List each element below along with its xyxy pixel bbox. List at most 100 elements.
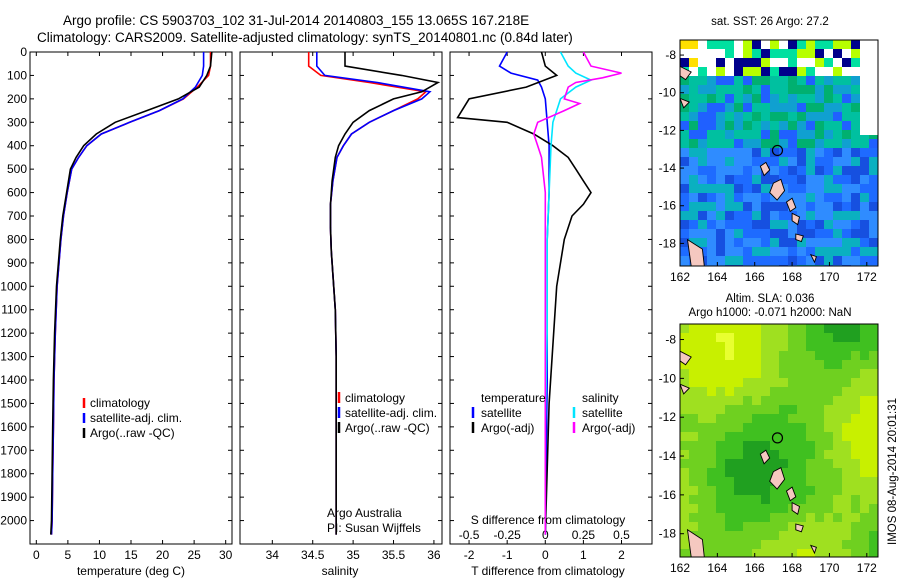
sla-cell xyxy=(707,369,716,378)
sst-cell xyxy=(716,76,725,85)
sst-cell xyxy=(707,229,716,238)
sst-cell xyxy=(689,76,698,85)
sla-cell xyxy=(788,513,797,522)
sst-cell xyxy=(725,211,734,220)
sst-cell xyxy=(698,112,707,121)
sst-cell xyxy=(770,157,779,166)
sst-cell xyxy=(734,166,743,175)
sla-cell xyxy=(797,450,806,459)
sla-cell xyxy=(779,504,788,513)
x-tick-label: 10 xyxy=(93,548,107,562)
sst-cell xyxy=(833,220,842,229)
sst-cell xyxy=(689,175,698,184)
sla-cell xyxy=(770,540,779,549)
sla-cell xyxy=(815,522,824,531)
sst-cell xyxy=(842,193,851,202)
sla-cell xyxy=(716,351,725,360)
sla-cell xyxy=(788,414,797,423)
sla-cell xyxy=(770,531,779,540)
sla-cell xyxy=(743,477,752,486)
sla-cell xyxy=(680,414,689,423)
sst-cell xyxy=(860,184,869,193)
sla-cell xyxy=(743,531,752,540)
sla-cell xyxy=(689,441,698,450)
sst-cell xyxy=(761,58,770,67)
sla-cell xyxy=(761,513,770,522)
sst-cell xyxy=(716,49,725,58)
sst-cell xyxy=(752,211,761,220)
x-tick-label: 35.5 xyxy=(382,548,406,562)
sst-cell xyxy=(743,58,752,67)
sla-island xyxy=(795,523,804,533)
sla-cell xyxy=(806,414,815,423)
sla-cell xyxy=(698,342,707,351)
sst-cell xyxy=(761,211,770,220)
sla-cell xyxy=(842,540,851,549)
sla-cell xyxy=(806,396,815,405)
sla-cell xyxy=(752,324,761,333)
sla-cell xyxy=(680,549,689,557)
sst-cell xyxy=(842,112,851,121)
y-tick-label: 500 xyxy=(7,162,27,176)
t-difference-x-label: T difference from climatology xyxy=(471,564,625,578)
sla-cell xyxy=(725,342,734,351)
legend-title-temperature: temperature xyxy=(481,391,546,405)
x2-tick-label: 0 xyxy=(542,528,549,542)
sst-cell xyxy=(698,67,707,76)
sst-cell xyxy=(761,157,770,166)
map-y-tick-label: -18 xyxy=(659,527,677,541)
sst-cell xyxy=(779,67,788,76)
sst-cell xyxy=(743,247,752,256)
sla-cell xyxy=(806,459,815,468)
sla-cell xyxy=(770,369,779,378)
sst-cell xyxy=(851,229,860,238)
sst-cell xyxy=(860,220,869,229)
sst-cell xyxy=(797,229,806,238)
sst-cell xyxy=(797,40,806,49)
sst-cell xyxy=(743,121,752,130)
sla-cell xyxy=(698,387,707,396)
sst-cell xyxy=(734,40,743,49)
sla-cell xyxy=(734,504,743,513)
sst-cell xyxy=(779,130,788,139)
sst-cell xyxy=(734,130,743,139)
sst-cell xyxy=(743,139,752,148)
sla-cell xyxy=(851,522,860,531)
sst-cell xyxy=(815,49,824,58)
sla-cell xyxy=(869,423,878,432)
sla-cell xyxy=(815,396,824,405)
sst-cell xyxy=(743,67,752,76)
sst-cell xyxy=(716,184,725,193)
sla-cell xyxy=(761,324,770,333)
sla-cell xyxy=(743,423,752,432)
sla-cell xyxy=(743,441,752,450)
sla-cell xyxy=(734,396,743,405)
sst-cell xyxy=(869,202,878,211)
sla-cell xyxy=(806,360,815,369)
sla-cell xyxy=(851,477,860,486)
temperature-x-label: temperature (deg C) xyxy=(77,564,185,578)
sla-cell xyxy=(833,351,842,360)
sla-cell xyxy=(860,495,869,504)
sla-cell xyxy=(689,495,698,504)
sla-cell xyxy=(698,351,707,360)
sst-cell xyxy=(689,121,698,130)
sst-cell xyxy=(869,211,878,220)
sst-cell xyxy=(842,238,851,247)
sla-cell xyxy=(734,450,743,459)
sla-cell xyxy=(734,360,743,369)
map-x-tick-label: 162 xyxy=(670,270,690,284)
sst-cell xyxy=(707,103,716,112)
sla-cell xyxy=(815,351,824,360)
y-tick-label: 400 xyxy=(7,139,27,153)
sla-cell xyxy=(707,405,716,414)
sla-cell xyxy=(743,405,752,414)
sla-cell xyxy=(851,432,860,441)
sla-cell xyxy=(698,324,707,333)
sst-cell xyxy=(851,202,860,211)
sla-cell xyxy=(689,477,698,486)
sst-cell xyxy=(788,247,797,256)
difference-legend: temperature satellite Argo(-adj) salinit… xyxy=(471,391,635,435)
map-y-tick-label: -10 xyxy=(659,86,677,100)
sla-cell xyxy=(842,414,851,423)
